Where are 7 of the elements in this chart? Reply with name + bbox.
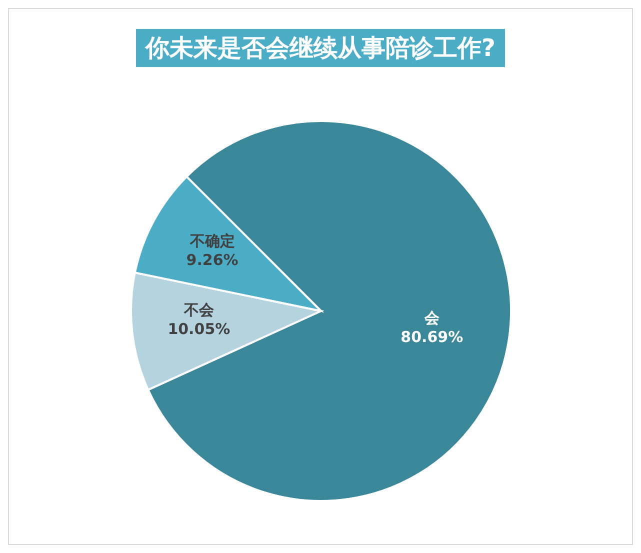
chart-title: 你未来是否会继续从事陪诊工作? bbox=[136, 29, 506, 67]
slice-label: 不确定 bbox=[188, 232, 235, 250]
data-label: 10.05% bbox=[168, 320, 230, 338]
data-label: 9.26% bbox=[186, 251, 238, 270]
slice-label: 会 bbox=[423, 308, 440, 327]
slice-label: 不会 bbox=[182, 301, 215, 320]
data-label: 80.69% bbox=[400, 328, 464, 346]
